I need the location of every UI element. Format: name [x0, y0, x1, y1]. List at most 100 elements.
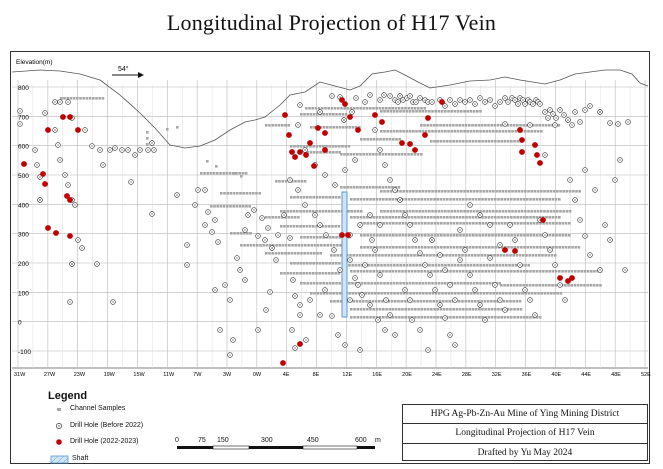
channel-sample	[431, 110, 434, 113]
channel-sample	[540, 292, 543, 295]
channel-sample	[389, 130, 393, 133]
channel-sample	[423, 316, 427, 319]
channel-sample	[512, 284, 516, 287]
drill-hole-new	[569, 275, 575, 281]
channel-sample	[378, 300, 381, 303]
channel-sample	[491, 222, 494, 225]
drill-hole-old-center	[549, 249, 551, 251]
channel-sample	[504, 210, 508, 213]
drill-hole-old-center	[84, 129, 86, 131]
channel-sample	[399, 264, 402, 267]
channel-sample	[513, 234, 517, 237]
channel-sample	[453, 282, 457, 285]
channel-sample	[526, 216, 529, 219]
channel-sample	[452, 222, 456, 225]
channel-sample	[293, 145, 296, 148]
drill-hole-old-center	[419, 252, 421, 254]
channel-sample	[543, 210, 546, 213]
channel-sample	[410, 270, 414, 273]
channel-sample	[526, 316, 529, 319]
channel-sample	[397, 153, 401, 156]
channel-sample	[433, 140, 436, 143]
channel-sample	[487, 140, 491, 143]
channel-sample	[378, 153, 381, 156]
channel-sample	[395, 222, 398, 225]
channel-sample	[380, 264, 383, 267]
channel-sample	[363, 138, 366, 141]
channel-sample	[312, 282, 316, 285]
drill-holes-2022-2023	[21, 97, 575, 366]
x-tick-label: 44E	[581, 372, 591, 378]
channel-sample	[445, 300, 448, 303]
channel-sample	[268, 124, 271, 127]
x-axis-labels: 31W 27W 23W 19W 15W 11W 7W 3W 0W 4E 8E 12E 16E 20E 24E…	[14, 372, 651, 378]
drill-hole-old-center	[211, 231, 213, 233]
channel-sample	[485, 210, 489, 213]
drill-hole-old-center	[389, 95, 391, 97]
drill-hole-old-center	[289, 237, 291, 239]
channel-sample	[395, 234, 398, 237]
channel-sample	[417, 246, 421, 249]
channel-sample	[397, 254, 400, 257]
drill-hole-old-center	[34, 149, 36, 151]
channel-sample	[415, 110, 418, 113]
legend-item-shaft: Shaft	[72, 455, 89, 462]
channel-sample	[533, 210, 537, 213]
drill-hole-old-center	[402, 99, 404, 101]
channel-sample	[402, 264, 406, 267]
drill-hole-old-center	[397, 101, 399, 103]
channel-sample	[538, 254, 541, 257]
channel-sample	[455, 216, 459, 219]
channel-sample	[325, 113, 329, 116]
channel-sample	[331, 225, 334, 228]
channel-sample	[464, 124, 468, 127]
channel-sample	[333, 300, 336, 303]
channel-sample	[92, 97, 95, 100]
channel-sample	[478, 308, 481, 311]
drill-hole-old-center	[354, 277, 356, 279]
drill-hole-old-center	[374, 129, 376, 131]
drill-hole-old-center	[394, 334, 396, 336]
channel-sample	[410, 153, 413, 156]
channel-sample	[474, 216, 478, 219]
channel-sample	[506, 198, 510, 201]
channel-sample	[379, 138, 382, 141]
channel-sample	[463, 210, 466, 213]
channel-sample	[505, 264, 508, 267]
channel-sample	[506, 216, 510, 219]
channel-sample	[360, 210, 363, 213]
channel-sample	[423, 124, 426, 127]
channel-sample	[474, 300, 477, 303]
channel-sample	[475, 234, 478, 237]
channel-sample	[236, 232, 239, 235]
channel-sample	[375, 107, 378, 110]
channel-sample	[538, 316, 542, 319]
channel-sample	[479, 130, 482, 133]
channel-sample	[462, 316, 465, 319]
channel-sample	[368, 254, 371, 257]
channel-sample	[548, 246, 552, 249]
drill-hole-new	[355, 127, 361, 133]
channel-sample	[323, 244, 326, 247]
channel-sample	[556, 190, 559, 193]
channel-sample	[446, 234, 449, 237]
channel-sample	[421, 210, 425, 213]
channel-sample	[508, 264, 511, 267]
channel-sample	[322, 145, 325, 148]
channel-sample	[386, 210, 389, 213]
channel-sample	[458, 270, 462, 273]
channel-sample	[85, 97, 89, 100]
drill-hole-old-center	[364, 264, 366, 266]
channel-sample	[501, 190, 505, 193]
channel-sample	[206, 172, 209, 175]
channel-sample	[378, 316, 382, 319]
channel-sample	[262, 244, 265, 247]
channel-sample	[305, 107, 308, 110]
channel-sample	[319, 282, 322, 285]
channel-sample	[410, 316, 414, 319]
drill-hole-old-center	[574, 111, 576, 113]
drill-hole-old-center	[559, 284, 561, 286]
channel-sample	[390, 254, 394, 257]
channel-sample	[292, 210, 296, 213]
channel-sample	[325, 151, 329, 154]
